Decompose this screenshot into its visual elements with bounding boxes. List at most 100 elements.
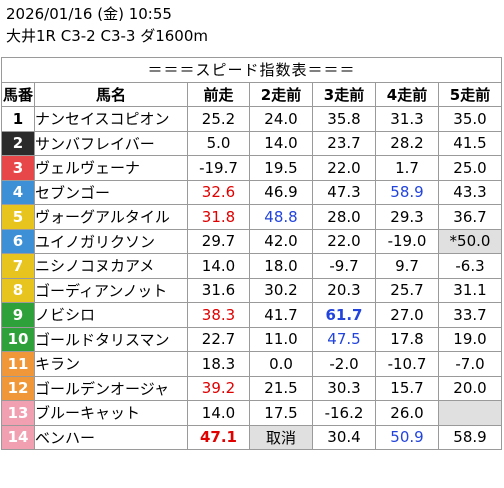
horse-name: ゴールドタリスマン bbox=[34, 326, 188, 352]
horse-number: 5 bbox=[1, 204, 35, 230]
speed-index-cell: 41.7 bbox=[249, 302, 313, 328]
speed-index-cell: 25.2 bbox=[187, 106, 250, 132]
horse-number: 9 bbox=[1, 302, 35, 328]
speed-index-cell: 46.9 bbox=[249, 179, 313, 205]
speed-index-cell: 29.7 bbox=[187, 228, 250, 254]
horse-number: 11 bbox=[1, 351, 35, 377]
table-row: 2 サンバフレイバー 5.0 14.0 23.7 28.2 41.5 bbox=[1, 130, 502, 156]
speed-index-cell: 17.5 bbox=[249, 400, 313, 426]
speed-index-cell: 11.0 bbox=[249, 326, 313, 352]
horse-name: ユイノガリクソン bbox=[34, 228, 188, 254]
speed-index-cell: -9.7 bbox=[312, 253, 376, 279]
horse-number: 3 bbox=[1, 155, 35, 181]
table-row: 14 ベンハー 47.1 取消 30.4 50.9 58.9 bbox=[1, 424, 502, 450]
speed-index-cell: 20.3 bbox=[312, 277, 376, 303]
table-row: 6 ユイノガリクソン 29.7 42.0 22.0 -19.0 *50.0 bbox=[1, 228, 502, 254]
horse-number: 10 bbox=[1, 326, 35, 352]
speed-index-cell: 30.2 bbox=[249, 277, 313, 303]
speed-index-cell: 14.0 bbox=[187, 253, 250, 279]
header-4-races-ago: 4走前 bbox=[375, 81, 439, 107]
speed-index-cell: 58.9 bbox=[375, 179, 439, 205]
speed-index-cell: 36.7 bbox=[438, 204, 502, 230]
speed-index-cell: 22.0 bbox=[312, 155, 376, 181]
table-row: 8 ゴーディアンノット 31.6 30.2 20.3 25.7 31.1 bbox=[1, 277, 502, 303]
table-row: 7 ニシノコヌカアメ 14.0 18.0 -9.7 9.7 -6.3 bbox=[1, 253, 502, 279]
header-umaban: 馬番 bbox=[1, 81, 35, 107]
horse-name: サンバフレイバー bbox=[34, 130, 188, 156]
speed-index-cell: -2.0 bbox=[312, 351, 376, 377]
speed-index-cell: 27.0 bbox=[375, 302, 439, 328]
horse-name: ベンハー bbox=[34, 424, 188, 450]
horse-number: 2 bbox=[1, 130, 35, 156]
speed-index-cell: 38.3 bbox=[187, 302, 250, 328]
speed-index-cell: 1.7 bbox=[375, 155, 439, 181]
speed-index-cell: *50.0 bbox=[438, 228, 502, 254]
horse-name: ニシノコヌカアメ bbox=[34, 253, 188, 279]
header-horse-name: 馬名 bbox=[34, 81, 188, 107]
speed-index-cell: 32.6 bbox=[187, 179, 250, 205]
speed-index-cell: 15.7 bbox=[375, 375, 439, 401]
race-line: 大井1R C3-2 C3-3 ダ1600m bbox=[6, 27, 209, 45]
speed-index-cell: 22.0 bbox=[312, 228, 376, 254]
speed-index-cell: 28.0 bbox=[312, 204, 376, 230]
speed-index-cell: 18.0 bbox=[249, 253, 313, 279]
date-line: 2026/01/16 (金) 10:55 bbox=[6, 5, 172, 23]
speed-index-cell: 9.7 bbox=[375, 253, 439, 279]
speed-index-cell: 17.8 bbox=[375, 326, 439, 352]
header-5-races-ago: 5走前 bbox=[438, 81, 502, 107]
table-row: 4 セブンゴー 32.6 46.9 47.3 58.9 43.3 bbox=[1, 179, 502, 205]
horse-name: ノビシロ bbox=[34, 302, 188, 328]
horse-number: 13 bbox=[1, 400, 35, 426]
speed-index-cell: -16.2 bbox=[312, 400, 376, 426]
table-title: ＝＝＝スピード指数表＝＝＝ bbox=[1, 57, 502, 83]
speed-index-cell: 14.0 bbox=[187, 400, 250, 426]
speed-index-cell: 5.0 bbox=[187, 130, 250, 156]
horse-name: ブルーキャット bbox=[34, 400, 188, 426]
speed-index-cell: 29.3 bbox=[375, 204, 439, 230]
horse-number: 12 bbox=[1, 375, 35, 401]
speed-index-cell: 41.5 bbox=[438, 130, 502, 156]
horse-name: ヴォーグアルタイル bbox=[34, 204, 188, 230]
speed-index-cell: 47.1 bbox=[187, 424, 250, 450]
table-title-row: ＝＝＝スピード指数表＝＝＝ bbox=[1, 57, 502, 83]
speed-index-cell: -6.3 bbox=[438, 253, 502, 279]
speed-index-cell: -19.0 bbox=[375, 228, 439, 254]
speed-index-cell: 26.0 bbox=[375, 400, 439, 426]
speed-index-cell: 23.7 bbox=[312, 130, 376, 156]
speed-index-cell: -10.7 bbox=[375, 351, 439, 377]
speed-index-cell: 14.0 bbox=[249, 130, 313, 156]
horse-number: 4 bbox=[1, 179, 35, 205]
speed-index-cell: 30.4 bbox=[312, 424, 376, 450]
speed-index-cell: 58.9 bbox=[438, 424, 502, 450]
table-row: 9 ノビシロ 38.3 41.7 61.7 27.0 33.7 bbox=[1, 302, 502, 328]
speed-index-cell: 22.7 bbox=[187, 326, 250, 352]
speed-index-cell: 30.3 bbox=[312, 375, 376, 401]
speed-index-cell: 50.9 bbox=[375, 424, 439, 450]
horse-name: ゴールデンオージャ bbox=[34, 375, 188, 401]
horse-name: ナンセイスコピオン bbox=[34, 106, 188, 132]
speed-index-cell: 20.0 bbox=[438, 375, 502, 401]
speed-index-cell: 31.8 bbox=[187, 204, 250, 230]
horse-number: 7 bbox=[1, 253, 35, 279]
speed-index-cell: 21.5 bbox=[249, 375, 313, 401]
speed-index-cell: 18.3 bbox=[187, 351, 250, 377]
horse-name: セブンゴー bbox=[34, 179, 188, 205]
speed-index-cell bbox=[438, 400, 502, 426]
horse-number: 14 bbox=[1, 424, 35, 450]
speed-index-cell: 42.0 bbox=[249, 228, 313, 254]
speed-index-cell: 47.5 bbox=[312, 326, 376, 352]
speed-index-cell: -7.0 bbox=[438, 351, 502, 377]
header-2-races-ago: 2走前 bbox=[249, 81, 313, 107]
speed-index-cell: 31.3 bbox=[375, 106, 439, 132]
speed-index-cell: 25.7 bbox=[375, 277, 439, 303]
speed-index-cell: 0.0 bbox=[249, 351, 313, 377]
speed-index-cell: 61.7 bbox=[312, 302, 376, 328]
table-row: 11 キラン 18.3 0.0 -2.0 -10.7 -7.0 bbox=[1, 351, 502, 377]
horse-name: キラン bbox=[34, 351, 188, 377]
header-last-race: 前走 bbox=[187, 81, 250, 107]
speed-index-cell: 31.1 bbox=[438, 277, 502, 303]
speed-index-cell: 47.3 bbox=[312, 179, 376, 205]
speed-index-cell: 25.0 bbox=[438, 155, 502, 181]
race-header: 2026/01/16 (金) 10:55 大井1R C3-2 C3-3 ダ160… bbox=[6, 4, 208, 48]
table-row: 1 ナンセイスコピオン 25.2 24.0 35.8 31.3 35.0 bbox=[1, 106, 502, 132]
